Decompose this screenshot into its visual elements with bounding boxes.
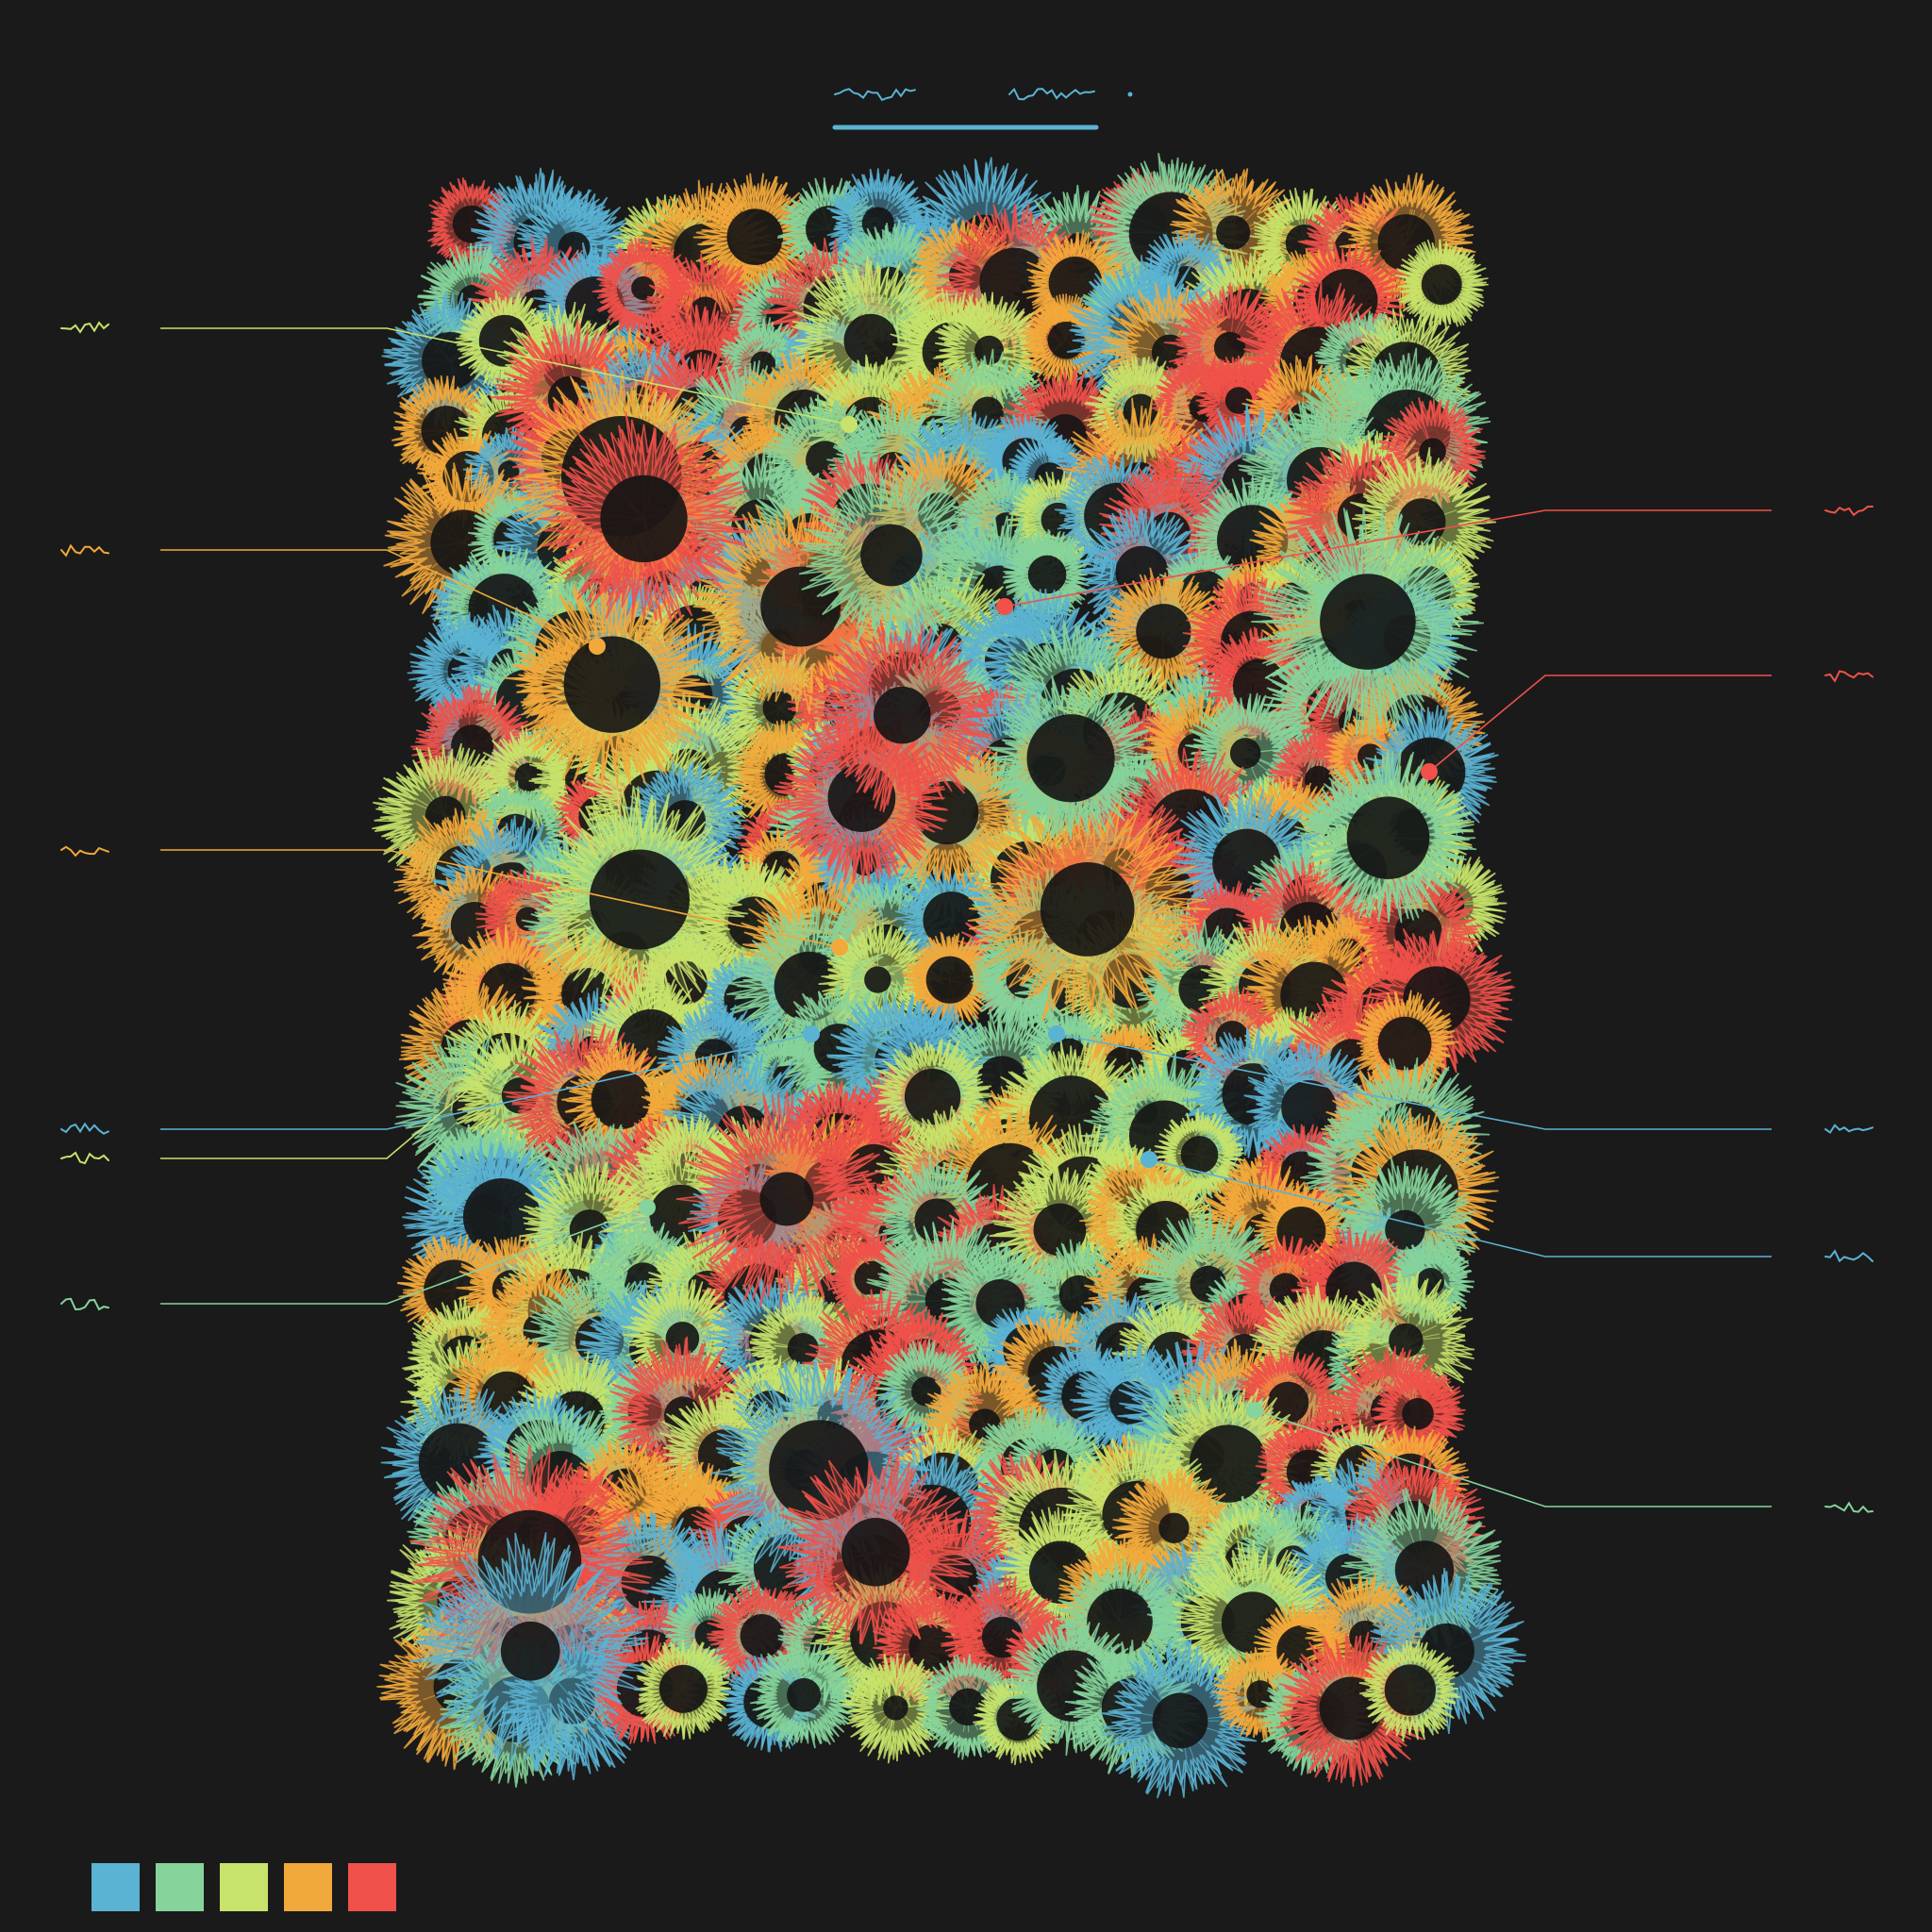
callout-left-6	[60, 1199, 656, 1311]
callout-dot	[831, 939, 848, 956]
spiky-flower	[1211, 1647, 1309, 1742]
spiky-flower	[538, 410, 753, 624]
callout-line	[160, 327, 850, 425]
callout-line	[1004, 509, 1772, 608]
callout-line	[1254, 1409, 1772, 1507]
palette-swatch	[156, 1863, 204, 1911]
scribble-glyph	[60, 1122, 109, 1135]
spiky-flower	[1394, 239, 1489, 331]
callout-dot	[589, 638, 606, 655]
callout-right-4	[1141, 1151, 1874, 1263]
callout-line	[1428, 675, 1772, 773]
callout-line	[1056, 1033, 1772, 1130]
spiky-flower-field	[372, 153, 1526, 1799]
spiky-flower	[749, 1639, 859, 1749]
spiky-flower	[1304, 749, 1477, 924]
title-scribble	[832, 87, 1133, 130]
callout-dot	[1048, 1025, 1065, 1042]
callout-left-2	[60, 543, 606, 655]
scribble-glyph	[1824, 1501, 1874, 1513]
color-palette-legend	[92, 1863, 396, 1911]
callout-lines	[60, 321, 1874, 1513]
scribble-glyph	[1824, 506, 1874, 517]
scribble-glyph	[1008, 87, 1095, 101]
callout-right-5	[1246, 1402, 1874, 1513]
spiky-flower	[967, 785, 1210, 1022]
callout-line	[160, 849, 841, 948]
callout-right-3	[1048, 1025, 1874, 1134]
callout-left-5	[60, 1053, 510, 1165]
callout-dot	[1246, 1402, 1263, 1419]
spiky-flower	[987, 675, 1155, 841]
scribble-glyph	[60, 1151, 109, 1165]
callout-left-4	[60, 1025, 820, 1135]
scribble-glyph	[60, 543, 109, 558]
callout-line	[160, 1207, 648, 1305]
spiky-flower	[505, 581, 716, 789]
callout-line	[160, 1033, 812, 1130]
callout-right-2	[1421, 670, 1874, 780]
callout-dot	[639, 1199, 656, 1216]
palette-swatch	[92, 1863, 140, 1911]
spiky-flower	[530, 785, 748, 1012]
scribble-glyph	[1824, 1124, 1874, 1134]
scribble-glyph	[1824, 670, 1874, 683]
callout-line	[160, 549, 598, 647]
spiky-flower	[874, 1339, 978, 1441]
scribble-glyph	[60, 845, 109, 858]
callout-dot	[803, 1025, 820, 1042]
spiky-flower	[675, 1089, 894, 1309]
callout-dot	[841, 416, 858, 433]
callout-line	[160, 1060, 503, 1159]
spiky-flower	[634, 1638, 734, 1740]
spiky-flower	[777, 1452, 978, 1645]
spiky-flower	[1358, 1639, 1461, 1742]
callout-right-1	[996, 506, 1874, 615]
palette-swatch	[284, 1863, 332, 1911]
callout-dot	[1141, 1151, 1158, 1168]
palette-swatch	[220, 1863, 268, 1911]
spiky-flower	[1251, 506, 1484, 738]
title-dot	[1127, 92, 1133, 97]
scribble-glyph	[60, 1297, 109, 1311]
callout-left-1	[60, 321, 858, 433]
callout-left-3	[60, 845, 848, 956]
scribble-glyph	[1824, 1249, 1874, 1263]
spiky-flower	[409, 1532, 649, 1772]
callout-dot	[493, 1053, 510, 1070]
palette-swatch	[348, 1863, 396, 1911]
spiky-flower	[802, 619, 997, 813]
scribble-glyph	[60, 321, 109, 334]
callout-dot	[1421, 763, 1438, 780]
spiky-flower	[797, 462, 989, 652]
spiky-flower	[692, 173, 818, 300]
spiky-flower	[1100, 1639, 1261, 1799]
callout-dot	[996, 598, 1013, 615]
spiky-flower	[396, 1234, 511, 1347]
callout-line	[1148, 1158, 1772, 1257]
scribble-glyph	[834, 88, 916, 102]
spiky-flower	[901, 931, 997, 1028]
